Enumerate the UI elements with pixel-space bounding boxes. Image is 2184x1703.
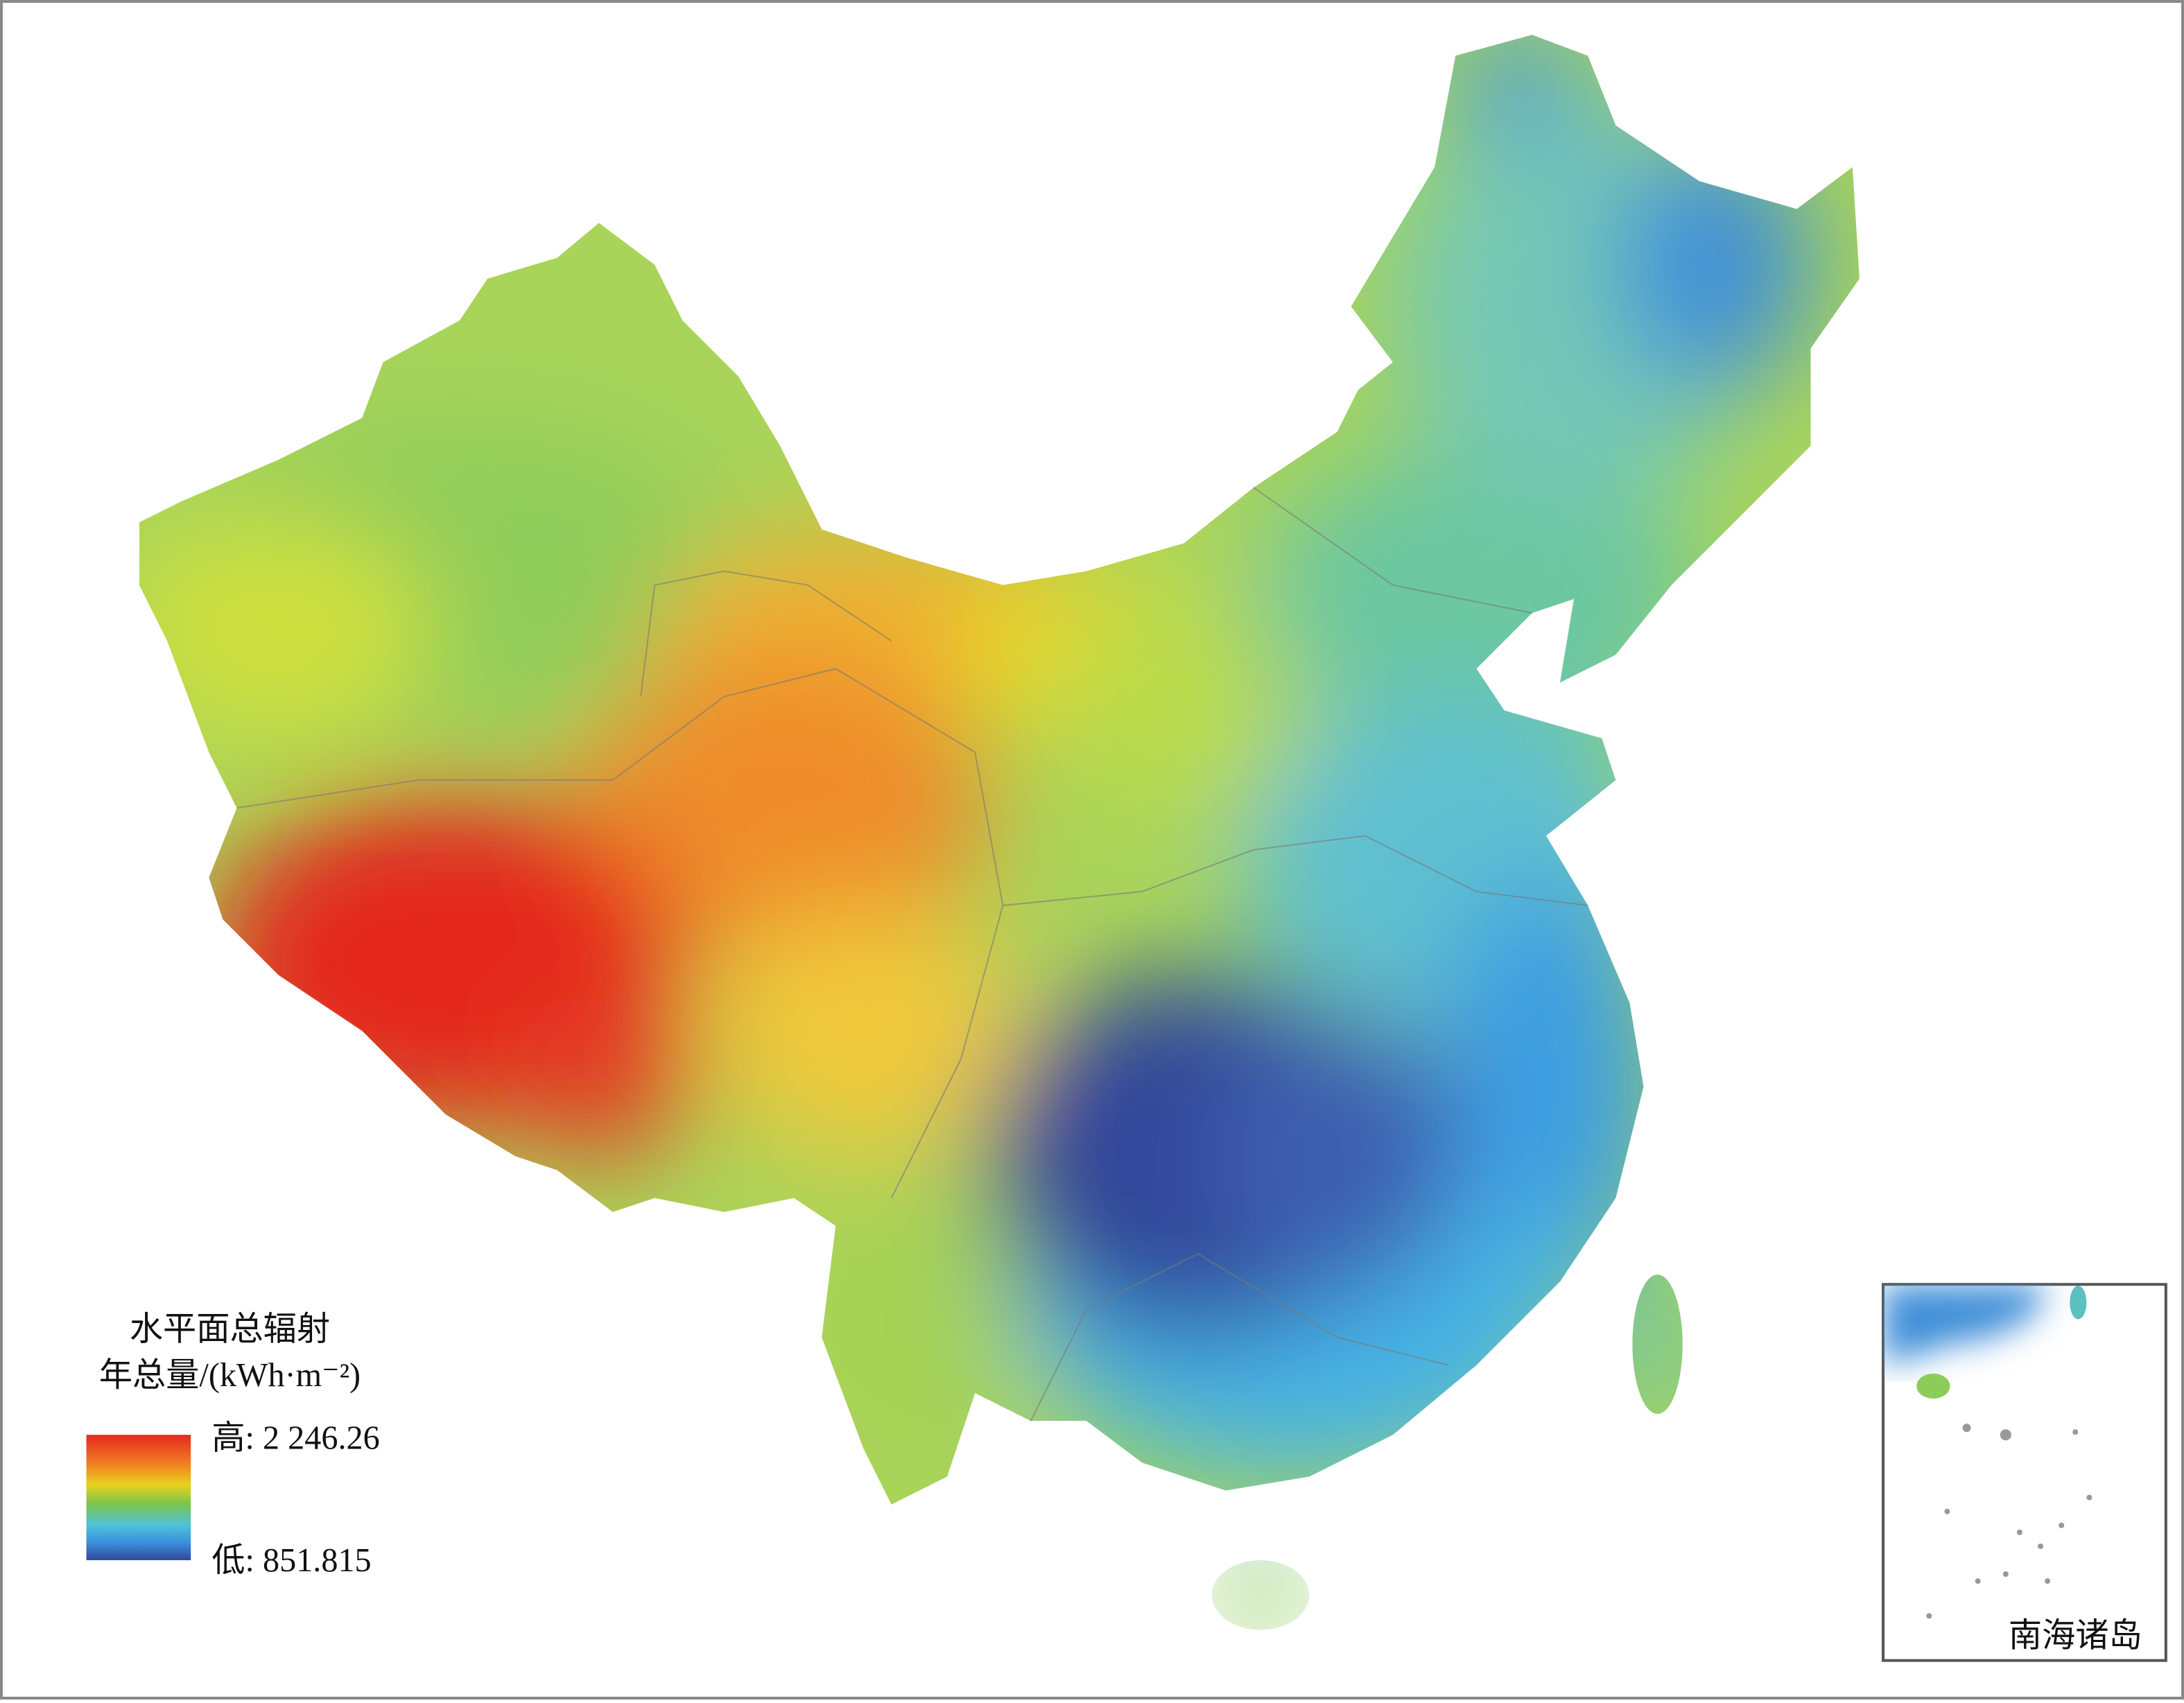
inset-coast bbox=[1883, 1284, 2048, 1365]
inset-islets bbox=[1926, 1424, 2092, 1619]
province-borders bbox=[236, 487, 1588, 1421]
legend-title: 水平面总辐射 bbox=[130, 1311, 330, 1348]
inset-label: 南海诸岛 bbox=[2009, 1618, 2142, 1654]
radiation-field bbox=[139, 35, 1811, 1630]
inset-island bbox=[2070, 1286, 2087, 1320]
legend-color-bar bbox=[86, 1435, 191, 1561]
legend-title: 年总量/(kWh·m⁻²) bbox=[99, 1357, 361, 1394]
inset-map: 南海诸岛 bbox=[1882, 1283, 2167, 1662]
legend: 水平面总辐射 年总量/(kWh·m⁻²) 高: 2 246.26 低: 851.… bbox=[86, 1311, 380, 1579]
inset-island bbox=[1916, 1373, 1950, 1399]
legend-high-label: 高: 2 246.26 bbox=[211, 1419, 379, 1456]
legend-low-label: 低: 851.815 bbox=[211, 1542, 371, 1579]
